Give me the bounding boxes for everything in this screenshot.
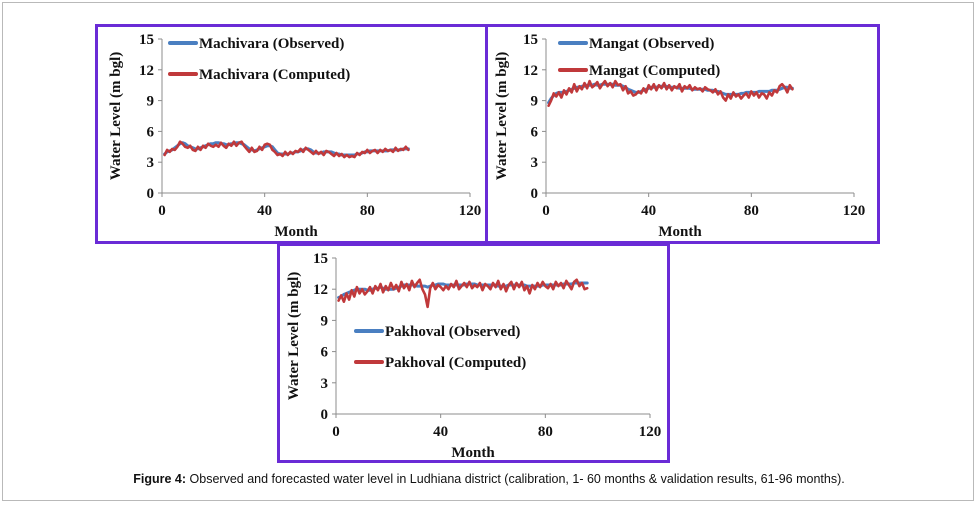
y-tick-label: 6 [321, 345, 329, 361]
y-tick-label: 0 [321, 407, 329, 423]
y-tick-label: 12 [139, 63, 154, 79]
y-tick-label: 12 [523, 63, 538, 79]
x-axis-label: Month [451, 445, 495, 460]
x-tick-label: 40 [433, 424, 448, 440]
y-axis-label: Water Level (m bgl) [494, 52, 510, 180]
x-tick-label: 120 [843, 203, 866, 219]
y-tick-label: 3 [321, 376, 329, 392]
y-tick-label: 9 [531, 94, 539, 110]
y-tick-label: 0 [531, 186, 539, 202]
legend-observed-label: Machivara (Observed) [199, 36, 344, 52]
y-tick-label: 9 [147, 94, 155, 110]
y-tick-label: 0 [147, 186, 155, 202]
x-tick-label: 0 [332, 424, 340, 440]
legend-observed-label: Pakhoval (Observed) [385, 324, 520, 340]
x-tick-label: 0 [158, 203, 166, 219]
caption-text: Observed and forecasted water level in L… [189, 472, 845, 486]
legend-observed-label: Mangat (Observed) [589, 36, 714, 52]
chart-mangat: 0 3 6 9 12 15 0 40 80 120 Month Water Level (m bgl)… [494, 32, 866, 240]
y-tick-label: 9 [321, 313, 329, 329]
caption-prefix: Figure 4: [133, 472, 187, 486]
y-tick-label: 15 [313, 251, 328, 267]
y-tick-label: 15 [139, 32, 154, 48]
computed-series-line [547, 79, 794, 107]
panel-pakhoval: 0 3 6 9 12 15 0 40 80 120 Month Water Level (m bgl)… [277, 243, 670, 463]
x-tick-label: 40 [641, 203, 656, 219]
legend-computed-label: Mangat (Computed) [589, 63, 720, 79]
x-axis-label: Month [274, 224, 318, 240]
figure-caption: Figure 4: Observed and forecasted water … [0, 472, 978, 486]
x-tick-label: 80 [360, 203, 375, 219]
chart-pakhoval: 0 3 6 9 12 15 0 40 80 120 Month Water Level (m bgl)… [286, 251, 662, 460]
legend-computed-label: Machivara (Computed) [199, 67, 350, 83]
y-tick-label: 12 [313, 282, 328, 298]
y-tick-label: 6 [147, 124, 155, 140]
panel-mangat: 0 3 6 9 12 15 0 40 80 120 Month Water Level (m bgl)… [485, 24, 880, 244]
computed-series-line [337, 278, 589, 309]
chart-machivara: 0 3 6 9 12 15 0 40 80 120 Month Water Level (m bgl)… [108, 32, 482, 240]
y-axis-label: Water Level (m bgl) [286, 272, 302, 400]
legend-computed-label: Pakhoval (Computed) [385, 355, 526, 371]
x-tick-label: 0 [542, 203, 550, 219]
y-tick-label: 3 [531, 155, 539, 171]
x-tick-label: 120 [459, 203, 482, 219]
y-tick-label: 3 [147, 155, 155, 171]
panel-machivara: 0 3 6 9 12 15 0 40 80 120 Month Water Level (m bgl)… [95, 24, 490, 244]
computed-series-line [163, 140, 410, 159]
y-tick-label: 15 [523, 32, 538, 48]
x-axis-label: Month [658, 224, 702, 240]
x-tick-label: 80 [538, 424, 553, 440]
x-tick-label: 80 [744, 203, 759, 219]
x-tick-label: 40 [257, 203, 272, 219]
x-tick-label: 120 [639, 424, 662, 440]
y-axis-label: Water Level (m bgl) [108, 52, 124, 180]
y-tick-label: 6 [531, 124, 539, 140]
